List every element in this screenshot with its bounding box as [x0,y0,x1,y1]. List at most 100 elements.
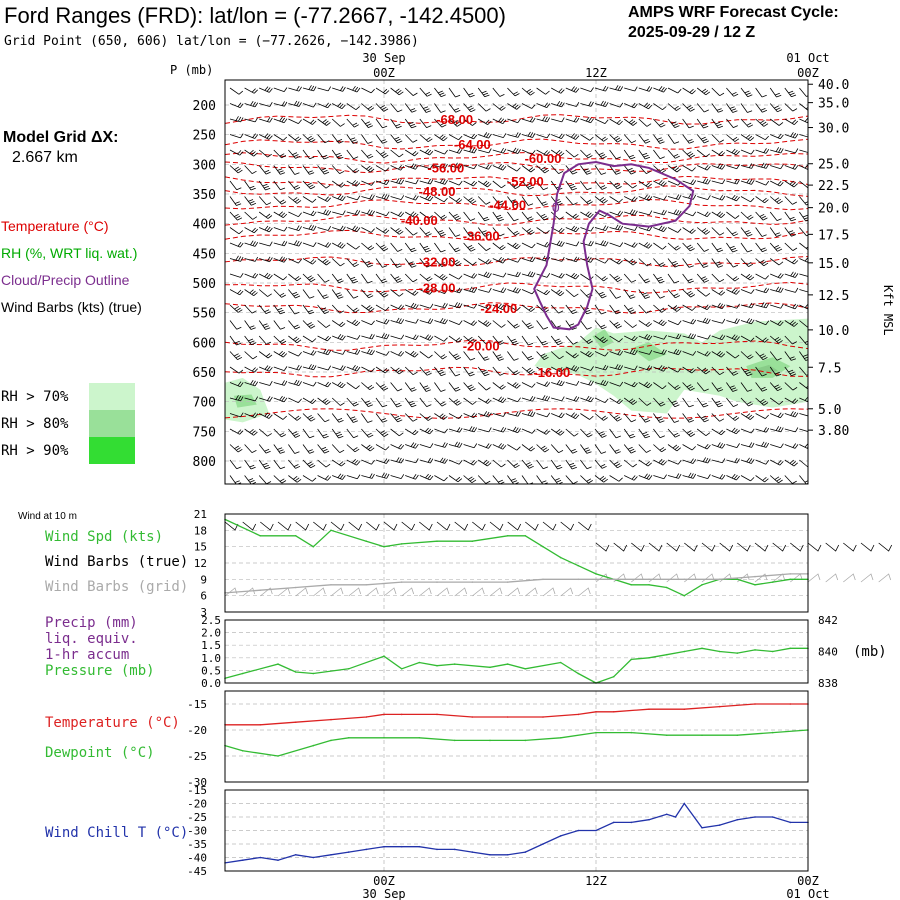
wind-barb [609,381,624,387]
wind-barb [390,334,405,340]
wind-barb [273,180,286,191]
series-point [754,816,756,818]
wind-barb [405,302,419,310]
wind-barb [755,366,767,377]
wind-barb [594,320,607,330]
wind-barb [550,459,563,470]
model-grid-label: Model Grid ΔX: [3,129,119,146]
wind-barb [434,366,446,377]
wind-barb [740,118,754,128]
wind-barb [404,289,419,296]
wind-barb [726,178,740,185]
wind-barb [332,225,346,232]
wind-barb [419,303,434,309]
series-point [259,589,262,591]
wind-barb [478,287,492,293]
wind-barb [653,304,667,313]
wind-barb [740,196,755,203]
true-wind-barb [790,542,804,552]
wind-barb [419,178,434,185]
wind-barb [492,147,507,154]
wind-barb [638,210,653,216]
field-legend: Temperature (°C) RH (%, WRT liq. wat.) Clo… [1,218,142,315]
wind-barb [361,304,375,312]
wind-barb [726,87,739,97]
wind-barb [740,318,755,325]
wind-barb [492,443,507,450]
true-wind-barb [525,521,539,531]
wind-barb [361,194,375,200]
wind-barb [580,196,593,205]
wind-barb [317,134,330,144]
wind-barb [463,164,478,170]
wind-barb [302,196,317,203]
wind-barb [331,428,344,439]
wind-barb [478,303,492,310]
precip-tick-label: 1.5 [201,639,221,652]
wind-barb [317,304,330,314]
wind-barb [638,320,652,327]
wind-barb [434,134,448,142]
wind-barb [258,428,272,437]
wind-barb [799,211,808,222]
rh-scale-swatch [89,410,135,437]
wind-barb [697,457,711,464]
wind-barb [682,118,694,129]
wind-barb [229,320,242,330]
wind-barb [594,165,607,175]
wind-barb [375,273,388,284]
series-point [648,708,650,710]
panel-tick-label: -20 [187,798,207,811]
true-wind-barb [366,521,380,531]
series-point [524,535,527,537]
wind-barb [799,413,808,417]
model-grid-value: 2.667 km [12,149,78,166]
wind-barb [755,287,770,294]
pressure-tick-label: 300 [193,158,216,173]
true-wind-barb [454,521,469,531]
series-point [453,848,456,851]
wind-barb [638,365,653,371]
wind-barb [477,196,491,205]
wind-barb [259,412,273,419]
wind-barb [463,242,476,252]
wind-barb [799,227,808,237]
temperature-contour-label: -44.00 [489,198,526,213]
wind-barb [521,87,535,96]
wind-barb [273,87,288,92]
legend-item-label: Cloud/Precip Outline [1,272,130,288]
wind-barb [740,227,753,237]
height-tick-label: 12.5 [818,289,849,304]
series-point [683,578,686,581]
series-point [471,716,474,718]
wind-barb [624,365,638,371]
wind-barb [799,149,808,153]
wind-barb [331,165,345,174]
wind-barb [273,196,287,205]
wind-barb [667,103,681,111]
wind-barb [331,149,344,160]
temperature-panel: -30 -25 -20 -15 Temperature (°C) Dewpoint (°C… [45,690,809,789]
wind-barb [317,118,331,126]
series-point [701,584,703,586]
wind-barb [448,320,463,325]
panel-side-label: liq. equiv. [45,631,138,647]
wind-barb [609,413,622,422]
wind-barb [273,350,288,358]
wind-barb [361,134,373,144]
wind-barb [390,118,402,129]
wind-barb [609,224,624,231]
wind-barb [755,273,769,280]
series-point [277,755,279,757]
wind-barb [770,303,784,309]
wind-barb [507,165,521,172]
wind-barb [229,133,244,139]
wind-barb [623,444,636,454]
wind-barb [638,258,652,267]
wind-barb [419,227,432,237]
wind-barb [521,165,536,173]
wind-barb [463,412,478,419]
isotherm-line [225,408,808,419]
wind-barb [404,366,418,376]
wind-barb [551,256,565,262]
